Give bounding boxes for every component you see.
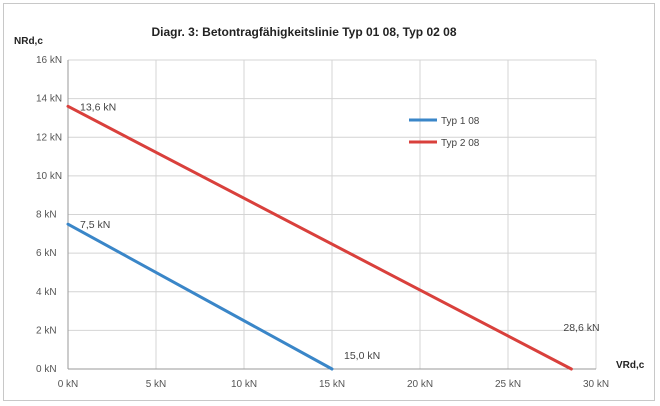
legend: Typ 1 08 Typ 2 08 <box>409 116 480 149</box>
y-tick-label: 4 kN <box>36 287 57 298</box>
y-tick-label: 12 kN <box>36 132 62 143</box>
y-tick-label: 8 kN <box>36 210 57 221</box>
data-label: 28,6 kN <box>563 322 599 334</box>
legend-label: Typ 1 08 <box>441 116 480 127</box>
grid <box>67 59 597 370</box>
x-tick-label: 10 kN <box>231 379 257 390</box>
y-tick-label: 10 kN <box>36 171 62 182</box>
y-tick-label: 0 kN <box>36 364 57 375</box>
y-axis-label: NRd,c <box>14 36 43 47</box>
data-label: 7,5 kN <box>80 219 110 231</box>
x-axis-label: VRd,c <box>616 360 645 371</box>
y-tick-label: 16 kN <box>36 55 62 66</box>
x-tick-label: 30 kN <box>583 379 609 390</box>
x-tick-label: 25 kN <box>495 379 521 390</box>
x-tick-label: 15 kN <box>319 379 345 390</box>
data-label: 13,6 kN <box>80 101 116 113</box>
chart-frame: 0 kN 2 kN 4 kN 6 kN 8 kN 10 kN 12 kN 14 kN 16 kN… <box>3 3 655 401</box>
x-tick-label: 20 kN <box>407 379 433 390</box>
chart-title: Diagr. 3: Betontragfähigkeitslinie Typ 0… <box>152 25 457 39</box>
x-tick-label: 5 kN <box>146 379 167 390</box>
data-label: 15,0 kN <box>344 350 380 362</box>
series-line-2 <box>66 104 573 371</box>
chart: 0 kN 2 kN 4 kN 6 kN 8 kN 10 kN 12 kN 14 kN 16 kN… <box>14 25 645 390</box>
annotations: 13,6 kN 7,5 kN 15,0 kN 28,6 kN <box>80 101 600 362</box>
axes: 0 kN 2 kN 4 kN 6 kN 8 kN 10 kN 12 kN 14 kN 16 kN… <box>36 55 609 390</box>
x-tick-label: 0 kN <box>58 379 79 390</box>
y-tick-label: 6 kN <box>36 248 57 259</box>
y-tick-label: 14 kN <box>36 94 62 105</box>
series-layer <box>66 104 573 371</box>
y-tick-label: 2 kN <box>36 325 57 336</box>
series-line-1 <box>66 222 334 371</box>
legend-label: Typ 2 08 <box>441 138 480 149</box>
